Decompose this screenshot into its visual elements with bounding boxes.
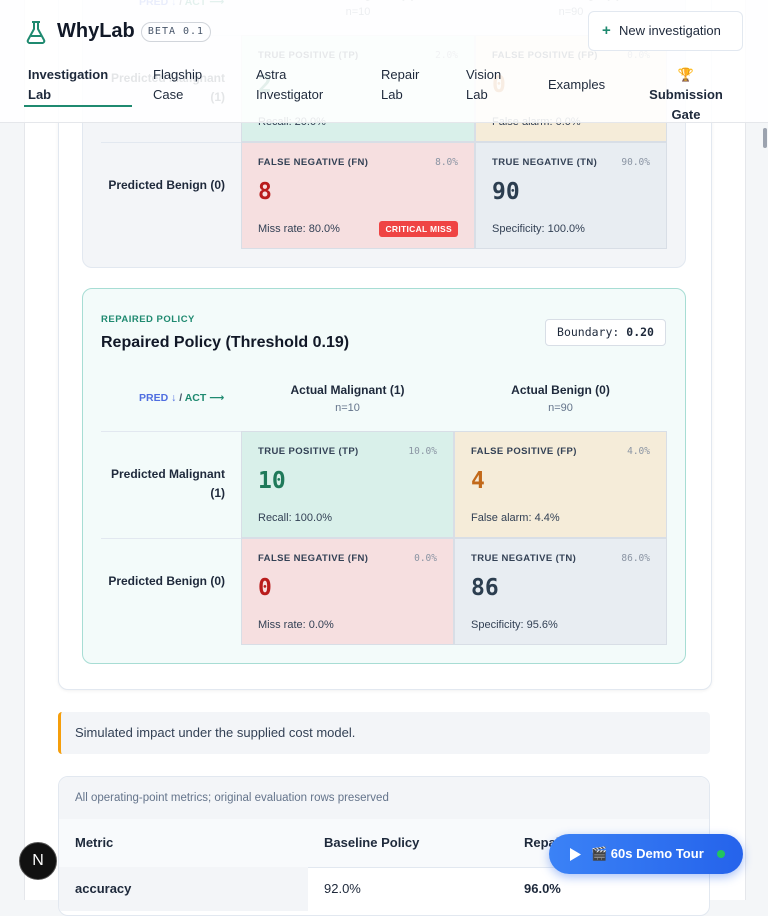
- nav-tab[interactable]: Examples: [548, 77, 606, 92]
- cell-percent: 8.0%: [435, 157, 458, 168]
- brand: WhyLab: [57, 20, 135, 42]
- version-badge: BETA 0.1: [141, 22, 211, 42]
- table-caption: All operating-point metrics; original ev…: [75, 792, 389, 804]
- nav-tab[interactable]: Investigation Lab: [28, 67, 109, 102]
- cell-value: 4: [471, 468, 485, 494]
- metrics-table: All operating-point metrics; original ev…: [58, 776, 710, 916]
- cell-percent: 86.0%: [621, 553, 650, 564]
- nav-tab[interactable]: Repair Lab: [381, 67, 420, 102]
- matrix-cell: FALSE POSITIVE (FP) 4.0% 4 False alarm: 4.4…: [454, 431, 667, 538]
- boundary-value: 0.20: [626, 325, 654, 339]
- callout: Simulated impact under the supplied cost…: [58, 712, 710, 754]
- cell-percent: 90.0%: [621, 157, 650, 168]
- row-separator: [101, 142, 241, 143]
- demo-tour-button[interactable]: 🎬 60s Demo Tour: [549, 834, 743, 874]
- column-title: Actual Benign (0): [511, 383, 610, 397]
- table-cell: accuracy: [75, 881, 132, 896]
- tour-label: 🎬 60s Demo Tour: [591, 846, 704, 861]
- row-separator: [101, 538, 241, 539]
- cell-value: 8: [258, 179, 272, 205]
- cell-name: TRUE POSITIVE (TP): [258, 446, 359, 457]
- boundary-label: Boundary:: [557, 325, 620, 339]
- callout-text: Simulated impact under the supplied cost…: [75, 725, 356, 740]
- nav-tab[interactable]: Vision Lab: [466, 67, 502, 102]
- axis-pred: PRED ↓: [139, 392, 177, 404]
- repaired-matrix: REPAIRED POLICY Repaired Policy (Thresho…: [82, 288, 686, 664]
- matrix-cell: TRUE NEGATIVE (TN) 90.0% 90 Specificity: 10…: [475, 142, 667, 249]
- top-bar: WhyLab BETA 0.1 + New investigation Inve…: [0, 0, 768, 123]
- table-header: Baseline Policy: [324, 835, 420, 850]
- cell-value: 90: [492, 179, 520, 205]
- matrix-cell: TRUE NEGATIVE (TN) 86.0% 86 Specificity: 95…: [454, 538, 667, 645]
- button-label: New investigation: [619, 23, 721, 38]
- cell-percent: 0.0%: [414, 553, 437, 564]
- axis-act: ACT ⟶: [184, 392, 225, 404]
- cell-name: FALSE POSITIVE (FP): [471, 446, 577, 457]
- axis-legend: PRED ↓ / ACT ⟶: [139, 392, 224, 404]
- table-caption-row: All operating-point metrics; original ev…: [59, 777, 709, 820]
- matrix-cell: FALSE NEGATIVE (FN) 8.0% 8 Miss rate: 80.0%…: [241, 142, 475, 249]
- matrix-title: Repaired Policy (Threshold 0.19): [101, 334, 350, 351]
- kicker: REPAIRED POLICY: [101, 314, 195, 325]
- scrollbar-thumb: [763, 128, 767, 148]
- boundary-chip: Boundary: 0.20: [545, 319, 666, 346]
- new-investigation-button[interactable]: + New investigation: [588, 11, 743, 51]
- matrix-cell: TRUE POSITIVE (TP) 10.0% 10 Recall: 100.0%: [241, 431, 454, 538]
- row-label: Predicted Malignant (1): [110, 467, 225, 500]
- matrix-cell: FALSE NEGATIVE (FN) 0.0% 0 Miss rate: 0.0%: [241, 538, 454, 645]
- column-count: n=10: [335, 402, 360, 414]
- column-title: Actual Malignant (1): [290, 383, 405, 397]
- table-cell: 92.0%: [324, 881, 361, 896]
- cell-name: FALSE NEGATIVE (FN): [258, 553, 369, 564]
- play-icon: [570, 848, 581, 861]
- live-dot: [717, 850, 725, 858]
- column-header: Actual Benign (0) n=90: [454, 383, 667, 414]
- cell-value: 86: [471, 575, 499, 601]
- cell-percent: 10.0%: [408, 446, 437, 457]
- cell-metric: Specificity: 95.6%: [471, 619, 558, 631]
- table-cell: 96.0%: [524, 881, 561, 896]
- logo-icon: [26, 21, 46, 44]
- nav-tab[interactable]: Flagship Case: [153, 67, 203, 102]
- cell-name: TRUE NEGATIVE (TN): [471, 553, 577, 564]
- cell-value: 0: [258, 575, 272, 601]
- critical-badge: CRITICAL MISS: [379, 221, 458, 237]
- cell-metric: False alarm: 4.4%: [471, 512, 560, 524]
- cell-name: TRUE NEGATIVE (TN): [492, 157, 598, 168]
- axis-sep: /: [179, 392, 183, 404]
- cell-metric: Recall: 100.0%: [258, 512, 332, 524]
- nav-tab[interactable]: Astra Investigator: [256, 67, 324, 102]
- cell-metric: Miss rate: 0.0%: [258, 619, 334, 631]
- row-label: Predicted Benign (0): [108, 178, 225, 192]
- column-count: n=90: [548, 402, 573, 414]
- table-header: Metric: [75, 835, 114, 850]
- cell-value: 10: [258, 468, 286, 494]
- avatar-button[interactable]: N: [19, 842, 57, 880]
- plus-icon: +: [602, 22, 611, 39]
- cell-percent: 4.0%: [627, 446, 650, 457]
- cell-metric: Specificity: 100.0%: [492, 223, 585, 235]
- cell-metric: Miss rate: 80.0%: [258, 223, 340, 235]
- nav-tab[interactable]: 🏆 Submission Gate: [649, 67, 723, 122]
- cell-name: FALSE NEGATIVE (FN): [258, 157, 369, 168]
- row-label: Predicted Benign (0): [108, 574, 225, 588]
- column-header: Actual Malignant (1) n=10: [241, 383, 454, 414]
- active-tab-underline: [24, 105, 132, 107]
- row-separator: [101, 431, 241, 432]
